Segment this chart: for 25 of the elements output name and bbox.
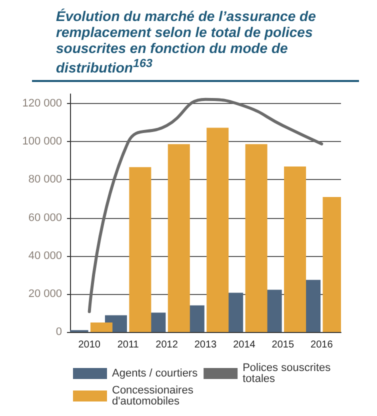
y-tick-label: 20 000 xyxy=(28,288,62,300)
x-tick-label: 2013 xyxy=(194,339,218,350)
x-tick-label: 2012 xyxy=(156,339,178,350)
y-tick-label: 80 000 xyxy=(28,173,62,186)
bar xyxy=(245,144,268,332)
bar xyxy=(206,127,229,332)
y-tick-label: 0 xyxy=(56,326,62,338)
legend-label: Agents / courtiers xyxy=(112,367,198,380)
y-tick-label: 60 000 xyxy=(28,211,62,224)
x-tick-label: 2015 xyxy=(272,339,294,350)
y-tick-label: 120 000 xyxy=(22,97,62,110)
bar xyxy=(168,144,190,332)
y-tick-label: 100 000 xyxy=(22,135,62,148)
line-series xyxy=(88,97,324,313)
legend-label: Polices souscrites totales xyxy=(242,362,334,385)
chart-title: Évolution du marché de l’assurance de remplacement selon le total de polices souscrites en fonction du mode de distribution$^{163}$ xyxy=(32,8,359,82)
legend-label: Concessionaires d'automobiles xyxy=(112,384,196,408)
x-tick-label: 2014 xyxy=(233,339,256,350)
bar xyxy=(90,322,112,332)
bar xyxy=(129,166,152,332)
y-tick-label: 40 000 xyxy=(28,249,62,262)
x-tick-label: 2016 xyxy=(310,339,334,350)
bar xyxy=(284,166,306,332)
x-tick-label: 2011 xyxy=(117,339,140,350)
x-tick-label: 2010 xyxy=(78,339,101,350)
